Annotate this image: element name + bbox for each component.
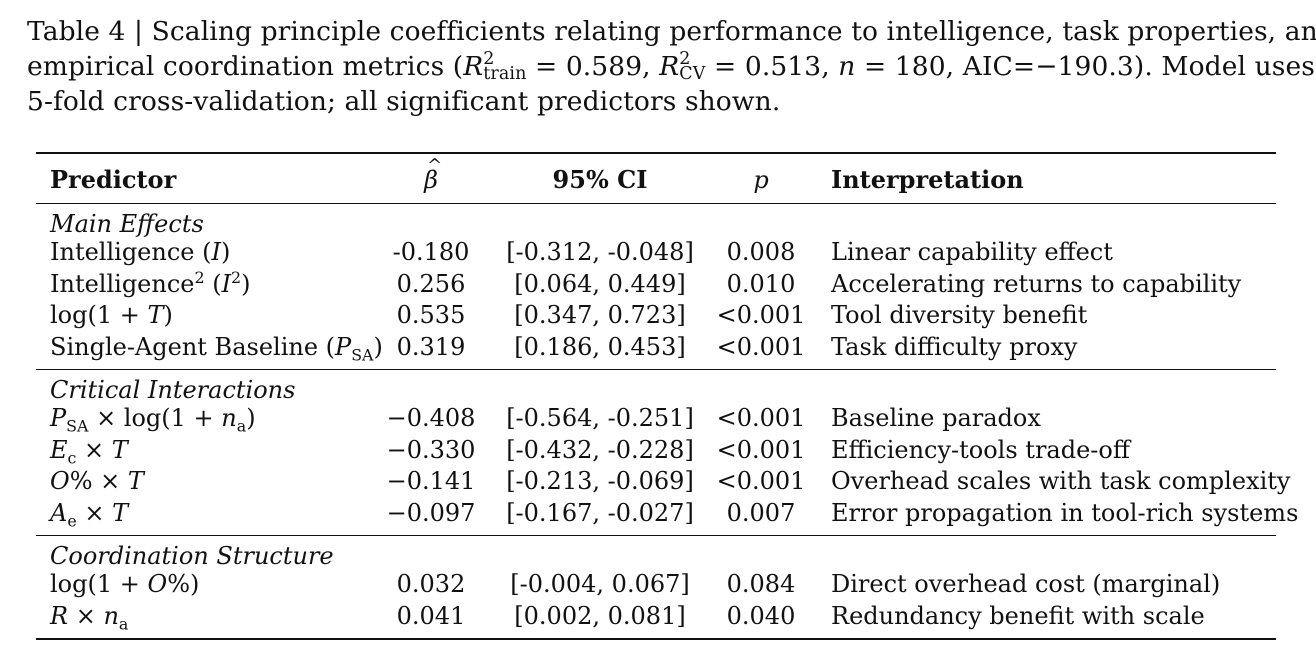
ci-cell: [0.002, 0.081] bbox=[514, 601, 686, 630]
table-row: Ae × T −0.097 [-0.167, -0.027] 0.007 Err… bbox=[36, 498, 1298, 531]
beta-hat-symbol: β bbox=[424, 140, 442, 206]
section-title-text: Coordination Structure bbox=[50, 542, 334, 570]
r2-cv-sup: 2 bbox=[679, 48, 691, 69]
bottom-rule bbox=[36, 638, 1276, 640]
ci-cell: [-0.213, -0.069] bbox=[506, 467, 694, 495]
p-cell: 0.040 bbox=[726, 601, 796, 630]
p-cell: 0.008 bbox=[726, 238, 796, 266]
r2-train-supsub: 2 train bbox=[483, 48, 527, 85]
interpretation-cell: Direct overhead cost (marginal) bbox=[831, 570, 1221, 598]
beta-cell: −0.408 bbox=[386, 404, 476, 432]
beta-cell: −0.141 bbox=[386, 467, 476, 495]
interpretation-cell: Accelerating returns to capability bbox=[831, 269, 1242, 298]
table-row: O% × T −0.141 [-0.213, -0.069] <0.001 Ov… bbox=[36, 466, 1290, 498]
predictor-cell: log(1 + O%) bbox=[50, 570, 200, 598]
header-predictor: Predictor bbox=[50, 165, 177, 194]
caption-line-3: 5-fold cross-validation; all significant… bbox=[27, 86, 781, 117]
header-beta: β bbox=[376, 140, 486, 206]
p-cell: <0.001 bbox=[716, 467, 806, 495]
predictor-cell: PSA × log(1 + na) bbox=[50, 404, 256, 436]
predictor-cell: O% × T bbox=[50, 467, 144, 495]
table-caption: Table 4 | Scaling principle coefficients… bbox=[27, 14, 1316, 119]
section-title-text: Main Effects bbox=[50, 210, 204, 238]
table-row: log(1 + O%) 0.032 [-0.004, 0.067] 0.084 … bbox=[36, 569, 1276, 601]
table-row: Intelligence (I) -0.180 [-0.312, -0.048]… bbox=[36, 237, 1276, 269]
r2-cv-sub: CV bbox=[679, 64, 706, 85]
interpretation-cell: Baseline paradox bbox=[831, 404, 1041, 432]
section-rule bbox=[36, 535, 1276, 536]
n-symbol: n bbox=[838, 51, 856, 82]
predictor-cell: Ec × T bbox=[50, 435, 128, 468]
ci-cell: [-0.004, 0.067] bbox=[510, 570, 690, 598]
table-row: log(1 + T) 0.535 [0.347, 0.723] <0.001 T… bbox=[36, 300, 1276, 332]
beta-cell: −0.330 bbox=[386, 435, 476, 464]
r2-train-value: = 0.589, bbox=[526, 51, 660, 82]
section-title-coordination-structure: Coordination Structure bbox=[36, 536, 1276, 570]
r2-train-symbol: R bbox=[463, 51, 484, 82]
ci-cell: [0.186, 0.453] bbox=[514, 332, 686, 361]
caption-line-1: Table 4 | Scaling principle coefficients… bbox=[27, 16, 1316, 47]
caption-line-2: empirical coordination metrics (R 2 train … bbox=[27, 48, 1315, 85]
predictor-cell: Intelligence2 (I2) bbox=[50, 267, 251, 298]
header-interpretation: Interpretation bbox=[831, 165, 1024, 194]
n-value: = 180, AIC=−190.3). Model uses bbox=[855, 51, 1315, 82]
beta-cell: 0.041 bbox=[396, 601, 466, 630]
beta-cell: 0.256 bbox=[396, 269, 466, 298]
ci-cell: [-0.432, -0.228] bbox=[506, 435, 694, 464]
beta-cell: 0.319 bbox=[396, 332, 466, 361]
p-cell: 0.007 bbox=[726, 498, 796, 527]
interpretation-cell: Overhead scales with task complexity bbox=[831, 467, 1291, 495]
p-cell: <0.001 bbox=[716, 332, 806, 361]
ci-cell: [-0.167, -0.027] bbox=[506, 498, 694, 527]
caption-text: empirical coordination metrics ( bbox=[27, 51, 464, 82]
r2-train-sub: train bbox=[483, 64, 527, 85]
beta-cell: −0.097 bbox=[386, 498, 476, 527]
r2-cv-symbol: R bbox=[659, 51, 680, 82]
p-cell: <0.001 bbox=[716, 435, 806, 464]
p-cell: 0.010 bbox=[726, 269, 796, 298]
p-cell: <0.001 bbox=[716, 404, 806, 432]
r2-train-sup: 2 bbox=[483, 48, 495, 69]
predictor-cell: log(1 + T) bbox=[50, 301, 173, 329]
table-row: Intelligence2 (I2) 0.256 [0.064, 0.449] … bbox=[36, 269, 1276, 301]
beta-cell: 0.032 bbox=[396, 570, 466, 598]
top-rule bbox=[36, 152, 1276, 154]
predictor-cell: R × na bbox=[50, 601, 129, 634]
coefficients-table: Predictor β 95% CI p Interpretation Main… bbox=[36, 140, 1298, 640]
beta-cell: 0.535 bbox=[396, 301, 466, 329]
table-row: Ec × T −0.330 [-0.432, -0.228] <0.001 Ef… bbox=[36, 435, 1276, 468]
header-rule bbox=[36, 203, 1276, 204]
predictor-cell: Single-Agent Baseline (PSA) bbox=[50, 332, 383, 365]
ci-cell: [0.347, 0.723] bbox=[514, 301, 686, 329]
ci-cell: [-0.564, -0.251] bbox=[506, 404, 694, 432]
interpretation-cell: Redundancy benefit with scale bbox=[831, 601, 1205, 630]
predictor-cell: Intelligence (I) bbox=[50, 238, 231, 266]
ci-cell: [-0.312, -0.048] bbox=[506, 238, 694, 266]
interpretation-cell: Linear capability effect bbox=[831, 238, 1113, 266]
p-cell: 0.084 bbox=[726, 570, 796, 598]
table-row: R × na 0.041 [0.002, 0.081] 0.040 Redund… bbox=[36, 601, 1276, 634]
section-rule bbox=[36, 369, 1276, 370]
table-row: PSA × log(1 + na) −0.408 [-0.564, -0.251… bbox=[36, 403, 1276, 436]
section-title-main-effects: Main Effects bbox=[36, 204, 1276, 238]
interpretation-cell: Task difficulty proxy bbox=[831, 332, 1078, 361]
section-title-text: Critical Interactions bbox=[50, 376, 296, 404]
r2-cv-value: = 0.513, bbox=[705, 51, 839, 82]
header-p: p bbox=[753, 166, 769, 194]
header-ci: 95% CI bbox=[552, 165, 648, 194]
ci-cell: [0.064, 0.449] bbox=[514, 269, 686, 298]
r2-cv-supsub: 2 CV bbox=[679, 48, 706, 85]
beta-cell: -0.180 bbox=[392, 238, 470, 266]
interpretation-cell: Efficiency-tools trade-off bbox=[831, 435, 1130, 464]
section-title-critical-interactions: Critical Interactions bbox=[36, 370, 1276, 404]
header-row: Predictor β 95% CI p Interpretation bbox=[36, 140, 1276, 206]
interpretation-cell: Error propagation in tool-rich systems bbox=[831, 498, 1299, 527]
predictor-cell: Ae × T bbox=[50, 498, 129, 531]
table-row: Single-Agent Baseline (PSA) 0.319 [0.186… bbox=[36, 332, 1276, 365]
interpretation-cell: Tool diversity benefit bbox=[831, 301, 1088, 329]
p-cell: <0.001 bbox=[716, 301, 806, 329]
